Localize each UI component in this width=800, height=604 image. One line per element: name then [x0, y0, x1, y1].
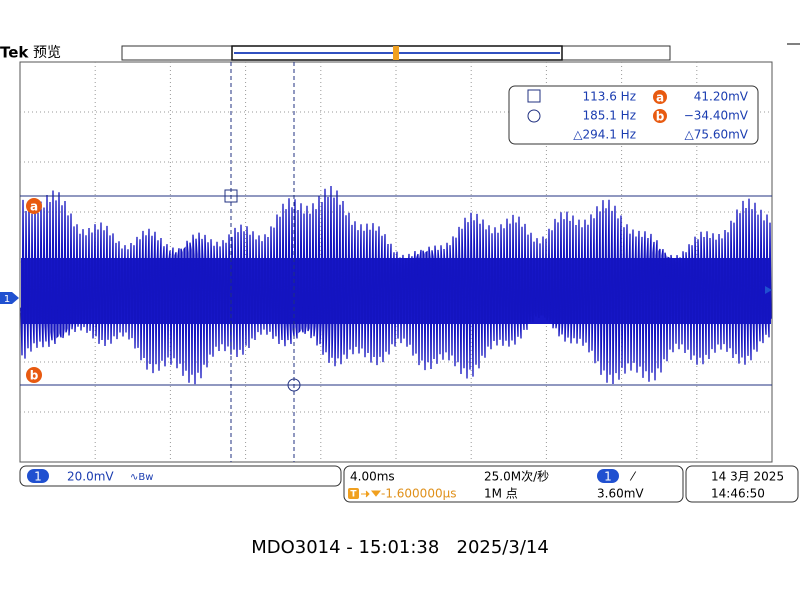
readout-badge-letter: a [656, 91, 664, 105]
trigger-level: 3.60mV [597, 487, 644, 501]
channel-marker-label: 1 [4, 294, 10, 305]
trigger-pos-marker [393, 46, 399, 60]
channel-bar [19, 465, 342, 487]
readout-frequency: △294.1 Hz [573, 128, 636, 142]
trigger-slope: ⁄ [629, 470, 637, 484]
readout-circle [527, 109, 541, 123]
channel-badge [27, 469, 49, 483]
time-scale: 4.00ms [350, 470, 395, 484]
readout-badge [653, 109, 667, 123]
waveform [20, 185, 772, 385]
readout-frequency: 185.1 Hz [583, 109, 637, 123]
cursor-b-badge [26, 367, 42, 383]
waveform-trace [20, 185, 772, 385]
trigger-position: -1.600000μs [381, 487, 456, 501]
readout-voltage: −34.40mV [684, 109, 749, 123]
bandwidth: ∿Bw [130, 472, 153, 483]
readout-badge-letter: b [656, 110, 665, 124]
clock-time: 14:46:50 [711, 487, 765, 501]
channel-badge-label: 1 [34, 470, 42, 484]
readout-box [508, 85, 759, 145]
brand: Tek [0, 44, 29, 62]
readout-frequency: 113.6 Hz [583, 90, 637, 104]
clock-box [685, 465, 799, 503]
cursor-circle [287, 378, 301, 392]
mode: 预览 [33, 45, 61, 61]
cursor-square [224, 189, 238, 203]
position-arrow [361, 490, 382, 498]
trigger-source: 1 [604, 470, 612, 484]
cursor-a-letter: a [30, 200, 38, 214]
cursor-b-letter: b [30, 369, 39, 383]
readout-voltage: △75.60mV [685, 128, 749, 142]
caption: MDO3014 - 15:01:38 2025/3/14 [251, 537, 549, 558]
clock-date: 14 3月 2025 [711, 470, 784, 484]
sample-rate: 25.0M次/秒 [484, 470, 549, 484]
readout-badge [653, 90, 667, 104]
right-marker [765, 286, 772, 294]
position-badge-letter: T [350, 490, 357, 500]
readout-voltage: 41.20mV [694, 90, 749, 104]
channel-scale: 20.0mV [67, 470, 114, 484]
channel-marker [0, 292, 19, 304]
readout-square [527, 89, 541, 103]
position-badge [348, 488, 359, 499]
cursor-a-badge [26, 198, 42, 214]
readout: 113.6 Hz a 41.20mV 185.1 Hz b −34.40mV △294.1 … [573, 90, 749, 142]
record-length: 1M 点 [484, 487, 518, 501]
trigger-source-badge [597, 469, 619, 483]
